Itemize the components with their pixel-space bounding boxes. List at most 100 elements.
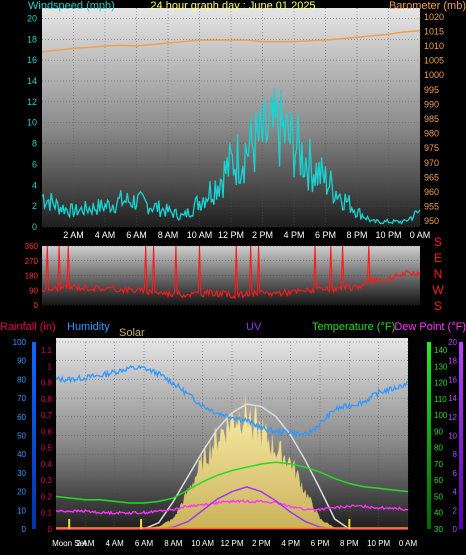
x-tick-label: 2 PM	[252, 230, 273, 240]
barometer-tick-label: 950	[424, 216, 439, 226]
weather-x-tick-label: 10 PM	[367, 539, 390, 548]
weather-x-tick-label: 0 AM	[399, 539, 418, 548]
uv-tick-label: 6	[453, 469, 458, 478]
temperature-tick-label: 50	[434, 492, 443, 501]
windspeed-tick-label: 18	[27, 34, 37, 44]
windspeed-series	[41, 87, 421, 225]
barometer-tick-label: 980	[424, 129, 439, 139]
direction-tick-label: 180	[25, 272, 39, 281]
compass-label: N	[434, 267, 443, 281]
uv-tick-label: 10	[448, 432, 457, 441]
uv-tick-label: 12	[448, 413, 457, 422]
wind-direction-series	[41, 245, 421, 300]
compass-label: W	[432, 283, 444, 297]
temperature-tick-label: 70	[434, 460, 443, 469]
rain-tick-label: 0.4	[41, 460, 53, 469]
uv-tick-label: 18	[448, 357, 457, 366]
legend-uv: UV	[246, 321, 262, 333]
barometer-tick-label: 970	[424, 158, 439, 168]
barometer-tick-label: 960	[424, 187, 439, 197]
humidity-tick-label: 90	[17, 357, 26, 366]
rain-tick-label: 0.2	[41, 492, 53, 501]
x-tick-label: 2 AM	[63, 230, 84, 240]
x-tick-label: 8 PM	[346, 230, 367, 240]
uv-tick-label: 0	[453, 525, 458, 534]
barometer-tick-label: 1015	[424, 26, 444, 36]
x-tick-label: 0 AM	[410, 230, 431, 240]
weather-x-tick-label: 6 AM	[135, 539, 154, 548]
uv-axis-bar	[459, 342, 463, 529]
chart-title: 24 hour graph day : June 01 2025	[150, 0, 315, 12]
direction-tick-label: 0	[34, 301, 39, 310]
uv-tick-label: 14	[448, 394, 457, 403]
barometer-tick-label: 955	[424, 202, 439, 212]
legend-humidity: Humidity	[67, 321, 110, 333]
temperature-axis-bar	[427, 342, 431, 529]
humidity-tick-label: 100	[13, 338, 27, 347]
humidity-series	[55, 364, 409, 439]
barometer-series	[41, 30, 421, 53]
legend-solar: Solar	[119, 327, 145, 339]
legend-rainfall: Rainfall (in)	[0, 321, 56, 333]
rain-tick-label: 0.6	[41, 427, 53, 436]
legend-dewpoint: Dew Point (°F)	[394, 321, 466, 333]
compass-label: E	[434, 251, 442, 265]
temperature-tick-label: 30	[434, 525, 443, 534]
weather-x-tick-label: 10 AM	[191, 539, 214, 548]
windspeed-tick-label: 16	[27, 55, 37, 65]
windspeed-tick-label: 12	[27, 97, 37, 107]
uv-tick-label: 4	[453, 488, 458, 497]
x-tick-label: 4 AM	[95, 230, 116, 240]
temperature-tick-label: 100	[434, 411, 448, 420]
barometer-tick-label: 1020	[424, 12, 444, 22]
humidity-axis-bar	[32, 342, 36, 529]
rain-tick-label: 1.1	[41, 346, 53, 355]
rain-tick-label: 0.7	[41, 411, 53, 420]
x-tick-label: 8 AM	[158, 230, 179, 240]
weather-x-tick-label: 4 AM	[106, 539, 125, 548]
direction-tick-label: 360	[25, 242, 39, 251]
x-tick-label: 10 PM	[375, 230, 401, 240]
windspeed-chart: 2 AM 4 AM 6 AM 8 AM 10 AM 12 PM 2 PM 4 PM 6 PM 8 …	[27, 8, 444, 240]
x-tick-label: 4 PM	[283, 230, 304, 240]
weather-x-tick-label: 4 PM	[281, 539, 300, 548]
uv-tick-label: 16	[448, 375, 457, 384]
barometer-tick-label: 1010	[424, 41, 444, 51]
windspeed-tick-label: 6	[32, 159, 37, 169]
barometer-tick-label: 1000	[424, 70, 444, 80]
temperature-tick-label: 60	[434, 476, 443, 485]
x-tick-label: 10 AM	[187, 230, 213, 240]
rain-tick-label: 0.3	[41, 476, 53, 485]
temperature-tick-label: 40	[434, 509, 443, 518]
windspeed-tick-label: 14	[27, 76, 37, 86]
rain-tick-label: 0.5	[41, 444, 53, 453]
humidity-tick-label: 50	[17, 432, 26, 441]
rain-tick-label: 0.9	[41, 379, 53, 388]
x-tick-label: 6 PM	[315, 230, 336, 240]
astro-marker	[348, 519, 351, 529]
barometer-tick-label: 995	[424, 85, 439, 95]
x-tick-label: 12 PM	[218, 230, 244, 240]
windspeed-tick-label: 20	[27, 13, 37, 23]
direction-tick-label: 270	[25, 257, 39, 266]
windspeed-tick-label: 10	[27, 118, 37, 128]
windspeed-tick-label: 8	[32, 139, 37, 149]
weather-x-tick-label: 2 PM	[252, 539, 271, 548]
temperature-tick-label: 140	[434, 346, 448, 355]
uv-tick-label: 20	[448, 338, 457, 347]
temperature-tick-label: 120	[434, 379, 448, 388]
temperature-tick-label: 80	[434, 444, 443, 453]
humidity-tick-label: 30	[17, 469, 26, 478]
weather-x-tick-label: 2 AM	[76, 539, 95, 548]
uv-tick-label: 2	[453, 506, 458, 515]
barometer-tick-label: 975	[424, 143, 439, 153]
x-tick-label: 6 AM	[126, 230, 147, 240]
astro-marker	[140, 519, 143, 529]
barometer-tick-label: 1005	[424, 56, 444, 66]
windspeed-tick-label: 2	[32, 201, 37, 211]
compass-label: S	[434, 299, 442, 313]
humidity-tick-label: 60	[17, 413, 26, 422]
